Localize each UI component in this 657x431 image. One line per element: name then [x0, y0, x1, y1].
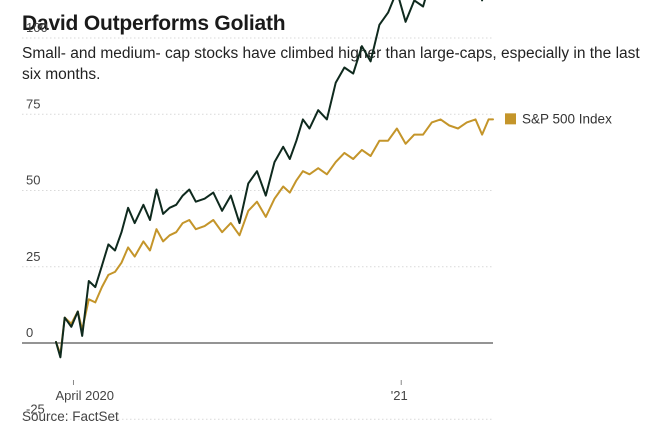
y-tick-label: 50 — [26, 173, 40, 188]
x-tick-label: '21 — [391, 388, 408, 403]
y-tick-label: 100 — [26, 20, 48, 35]
russell-2000-line — [55, 0, 484, 359]
x-tick-label: April 2020 — [55, 388, 114, 403]
y-tick-label: 75 — [26, 96, 40, 111]
y-axis-ticks: -250255075100125150% — [26, 20, 48, 416]
grid-lines — [22, 37, 493, 420]
sp500-line — [55, 118, 494, 356]
y-tick-label: 0 — [26, 325, 33, 340]
series-lines — [55, 0, 494, 359]
y-tick-label: -25 — [26, 401, 45, 416]
source-note: Source: FactSet — [22, 409, 119, 424]
legend-label: S&P 500 Index — [522, 111, 612, 126]
legend-swatch — [505, 113, 516, 125]
y-tick-label: 25 — [26, 249, 40, 264]
chart-subtitle: Small- and medium- cap stocks have climb… — [22, 45, 640, 83]
x-axis-ticks: April 2020 '21 — [55, 380, 408, 403]
chart-title: David Outperforms Goliath — [22, 12, 286, 35]
